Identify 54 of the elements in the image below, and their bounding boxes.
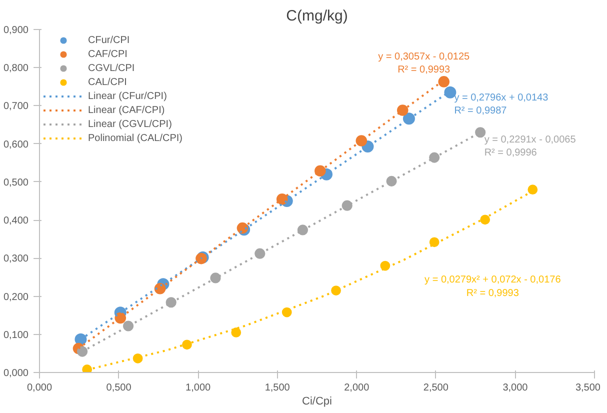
- point: [356, 135, 368, 146]
- y-tick-label: 0,100: [3, 330, 29, 341]
- legend-label: CAF/CPI: [88, 48, 128, 60]
- point: [438, 76, 450, 88]
- point: [231, 328, 242, 338]
- x-tick-label: 2,000: [344, 382, 370, 394]
- y-tick-label: 0,300: [3, 254, 29, 265]
- point: [429, 152, 440, 163]
- legend-label: CAL/CPI: [88, 76, 127, 88]
- legend-label: Linear (CFur/CPI): [88, 90, 167, 102]
- point: [254, 248, 266, 259]
- y-tick-label: 0,700: [3, 101, 29, 112]
- point: [182, 340, 192, 350]
- point: [480, 214, 490, 225]
- y-tick-label: 0,600: [3, 139, 29, 150]
- point: [166, 297, 176, 308]
- y-tick-label: 0,800: [3, 63, 29, 74]
- point: [210, 272, 221, 284]
- point: [314, 165, 326, 177]
- point: [444, 86, 456, 98]
- legend-label: Linear (CGVL/CPI): [88, 118, 172, 130]
- point: [342, 200, 352, 211]
- annotation: y = 0,0279x² + 0,072x - 0,0176 R² = 0,9993: [424, 274, 562, 299]
- x-tick-label: 3,500: [575, 382, 601, 394]
- x-tick-label: 3,000: [502, 382, 528, 394]
- x-tick-label: 1,000: [186, 382, 212, 394]
- point: [77, 346, 88, 357]
- point: [82, 364, 92, 372]
- legend-label: CGVL/CPI: [88, 62, 135, 74]
- y-tick-label: 0,200: [3, 292, 29, 303]
- point: [402, 112, 415, 125]
- point: [123, 320, 134, 332]
- x-tick-label: 0,500: [106, 382, 132, 394]
- x-axis-title: Ci/Cpi: [302, 396, 332, 408]
- y-tick-label: 0,900: [3, 25, 29, 36]
- legend-label: CFur/CPI: [88, 34, 130, 46]
- annotation: y = 0,3057x - 0,0125 R² = 0,9993: [378, 52, 470, 76]
- point: [475, 127, 486, 138]
- annotation: y = 0,2291x - 0,0065 R² = 0,9996: [484, 134, 576, 159]
- y-tick-label: 0,400: [3, 216, 29, 227]
- y-tick-label: 0,000: [3, 368, 29, 379]
- point: [396, 104, 408, 116]
- x-tick-label: 1,500: [264, 382, 290, 394]
- x-tick-label: 2,500: [423, 382, 449, 394]
- point: [429, 237, 440, 248]
- annotation: y = 0,2796x + 0,0143 R² = 0,9987: [454, 92, 549, 117]
- legend-label: Linear (CAF/CPI): [88, 104, 165, 116]
- point: [297, 224, 308, 236]
- point: [386, 176, 397, 186]
- x-tick-label: 0,000: [26, 382, 52, 394]
- legend-label: Polinomial (CAL/CPI): [88, 132, 182, 144]
- y-tick-label: 0,500: [3, 177, 29, 188]
- point: [528, 184, 538, 195]
- chart-title: C(mg/kg): [286, 8, 348, 24]
